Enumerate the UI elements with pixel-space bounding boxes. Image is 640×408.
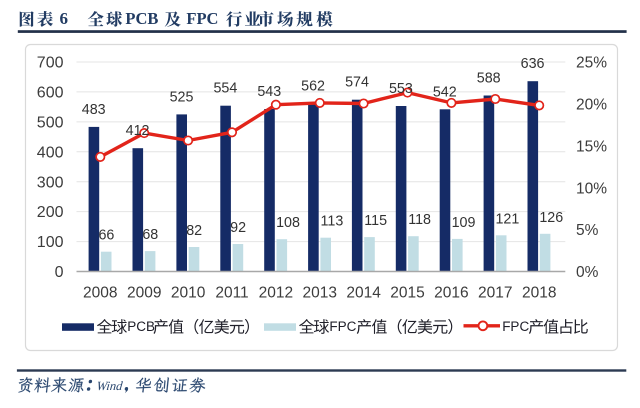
svg-text:574: 574: [345, 75, 369, 91]
svg-text:554: 554: [213, 81, 237, 97]
svg-text:562: 562: [301, 78, 325, 94]
svg-text:100: 100: [37, 234, 64, 251]
svg-text:68: 68: [142, 227, 158, 243]
svg-text:2016: 2016: [434, 284, 468, 301]
svg-text:600: 600: [37, 85, 64, 102]
svg-text:PCB: PCB: [125, 9, 158, 28]
svg-text:2009: 2009: [127, 284, 161, 301]
svg-text:636: 636: [521, 56, 545, 72]
svg-text:115: 115: [364, 213, 387, 229]
svg-text:2011: 2011: [215, 284, 248, 301]
svg-text:109: 109: [452, 215, 476, 231]
svg-text:553: 553: [389, 81, 413, 97]
svg-text:400: 400: [37, 144, 64, 161]
svg-text:FPC: FPC: [502, 319, 529, 334]
svg-text:2008: 2008: [83, 284, 117, 301]
svg-text:525: 525: [170, 89, 194, 105]
svg-text:126: 126: [539, 210, 563, 226]
svg-text:FPC: FPC: [186, 9, 218, 28]
svg-text:700: 700: [37, 55, 64, 72]
svg-text:92: 92: [230, 220, 246, 236]
svg-text:113: 113: [321, 214, 344, 230]
svg-text:66: 66: [98, 228, 114, 244]
svg-text:20%: 20%: [576, 96, 607, 113]
svg-text:6: 6: [60, 9, 69, 28]
svg-text:2014: 2014: [346, 284, 381, 301]
svg-text:542: 542: [433, 84, 457, 100]
svg-text:15%: 15%: [576, 138, 607, 155]
svg-text:10%: 10%: [576, 180, 607, 197]
svg-text:412: 412: [126, 123, 150, 139]
svg-text:500: 500: [37, 115, 64, 132]
svg-text:FPC: FPC: [329, 319, 356, 334]
svg-text:0%: 0%: [576, 264, 599, 281]
svg-text:PCB: PCB: [127, 319, 155, 334]
svg-text:5%: 5%: [576, 222, 599, 239]
svg-text:2013: 2013: [303, 284, 337, 301]
svg-text:2017: 2017: [478, 284, 512, 301]
svg-text:25%: 25%: [576, 55, 607, 72]
svg-text:300: 300: [37, 174, 64, 191]
svg-text:200: 200: [37, 204, 64, 221]
svg-text:483: 483: [82, 102, 106, 118]
svg-text:118: 118: [408, 212, 431, 228]
svg-text:2012: 2012: [259, 284, 293, 301]
svg-text:82: 82: [186, 223, 202, 239]
svg-text:2018: 2018: [522, 284, 556, 301]
svg-text:108: 108: [276, 215, 300, 231]
svg-text:2015: 2015: [390, 284, 424, 301]
svg-text:0: 0: [55, 264, 64, 281]
svg-text:543: 543: [257, 84, 281, 100]
svg-text:121: 121: [495, 211, 519, 227]
svg-text:588: 588: [477, 71, 501, 87]
svg-text:Wind: Wind: [96, 379, 124, 393]
svg-text:2010: 2010: [171, 284, 206, 301]
